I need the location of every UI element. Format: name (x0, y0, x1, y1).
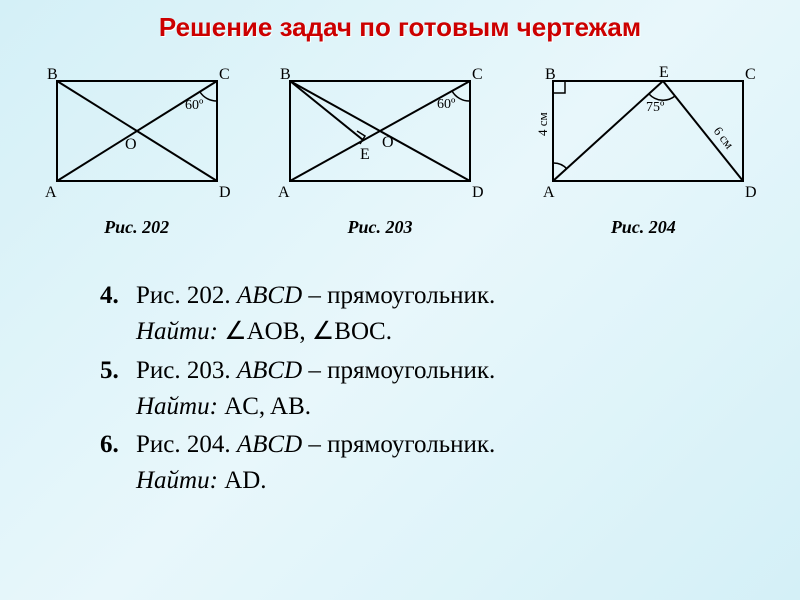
label-A: A (278, 184, 290, 201)
problem-find-label: Найти: (136, 393, 218, 420)
label-C: C (219, 66, 230, 83)
caption-203: Рис. 203 (270, 217, 490, 238)
label-D: D (745, 184, 757, 201)
angle-60-label: 60º (185, 98, 204, 113)
figure-204: 75º 4 см 6 см B E C A D Рис. 204 (523, 61, 763, 238)
problem-stmt-abcd: ABCD (237, 357, 302, 384)
problem-list: 4. Рис. 202. ABCD – прямоугольник. Найти… (100, 278, 740, 500)
problem-ref: Рис. 204. (136, 431, 237, 458)
figure-203: 60º B C A D O E Рис. 203 (270, 61, 490, 238)
problem-6: 6. Рис. 204. ABCD – прямоугольник. Найти… (100, 427, 740, 500)
problem-number: 4. (100, 278, 136, 351)
label-B: B (47, 66, 58, 83)
problem-5: 5. Рис. 203. ABCD – прямоугольник. Найти… (100, 353, 740, 426)
angle-75-label: 75º (646, 100, 665, 115)
problem-ref: Рис. 202. (136, 282, 237, 309)
angle-60-label: 60º (437, 97, 456, 112)
problem-4: 4. Рис. 202. ABCD – прямоугольник. Найти… (100, 278, 740, 351)
label-C: C (472, 66, 483, 83)
label-O: O (125, 136, 137, 153)
label-A: A (45, 184, 57, 201)
problem-find-label: Найти: (136, 318, 218, 345)
label-E: E (659, 64, 669, 81)
problem-find-body: AC, AB. (218, 393, 311, 420)
side-4cm-label: 4 см (535, 112, 550, 136)
figure-202: 60º B C A D O Рис. 202 (37, 61, 237, 238)
label-D: D (219, 184, 231, 201)
problem-find-body: AD. (218, 467, 267, 494)
label-B: B (545, 66, 556, 83)
caption-202: Рис. 202 (37, 217, 237, 238)
problem-stmt-abcd: ABCD (237, 282, 302, 309)
problem-number: 6. (100, 427, 136, 500)
label-B: B (280, 66, 291, 83)
problem-find-body: ∠AOB, ∠BOC. (218, 318, 392, 345)
problem-body: Рис. 203. ABCD – прямоугольник. Найти: A… (136, 353, 495, 426)
problem-body: Рис. 202. ABCD – прямоугольник. Найти: ∠… (136, 278, 495, 351)
label-E: E (360, 146, 370, 163)
label-O: O (382, 134, 394, 151)
caption-204: Рис. 204 (523, 217, 763, 238)
figure-203-svg: 60º B C A D O E (270, 61, 490, 211)
side-6cm-label: 6 см (711, 124, 737, 152)
problem-ref: Рис. 203. (136, 357, 237, 384)
label-D: D (472, 184, 484, 201)
problem-number: 5. (100, 353, 136, 426)
label-A: A (543, 184, 555, 201)
page-title: Решение задач по готовым чертежам (0, 0, 800, 51)
problem-find-label: Найти: (136, 467, 218, 494)
problem-body: Рис. 204. ABCD – прямоугольник. Найти: A… (136, 427, 495, 500)
label-C: C (745, 66, 756, 83)
figure-204-svg: 75º 4 см 6 см B E C A D (523, 61, 763, 211)
figures-row: 60º B C A D O Рис. 202 60º B C (0, 61, 800, 238)
figure-202-svg: 60º B C A D O (37, 61, 237, 211)
problem-stmt-abcd: ABCD (237, 431, 302, 458)
